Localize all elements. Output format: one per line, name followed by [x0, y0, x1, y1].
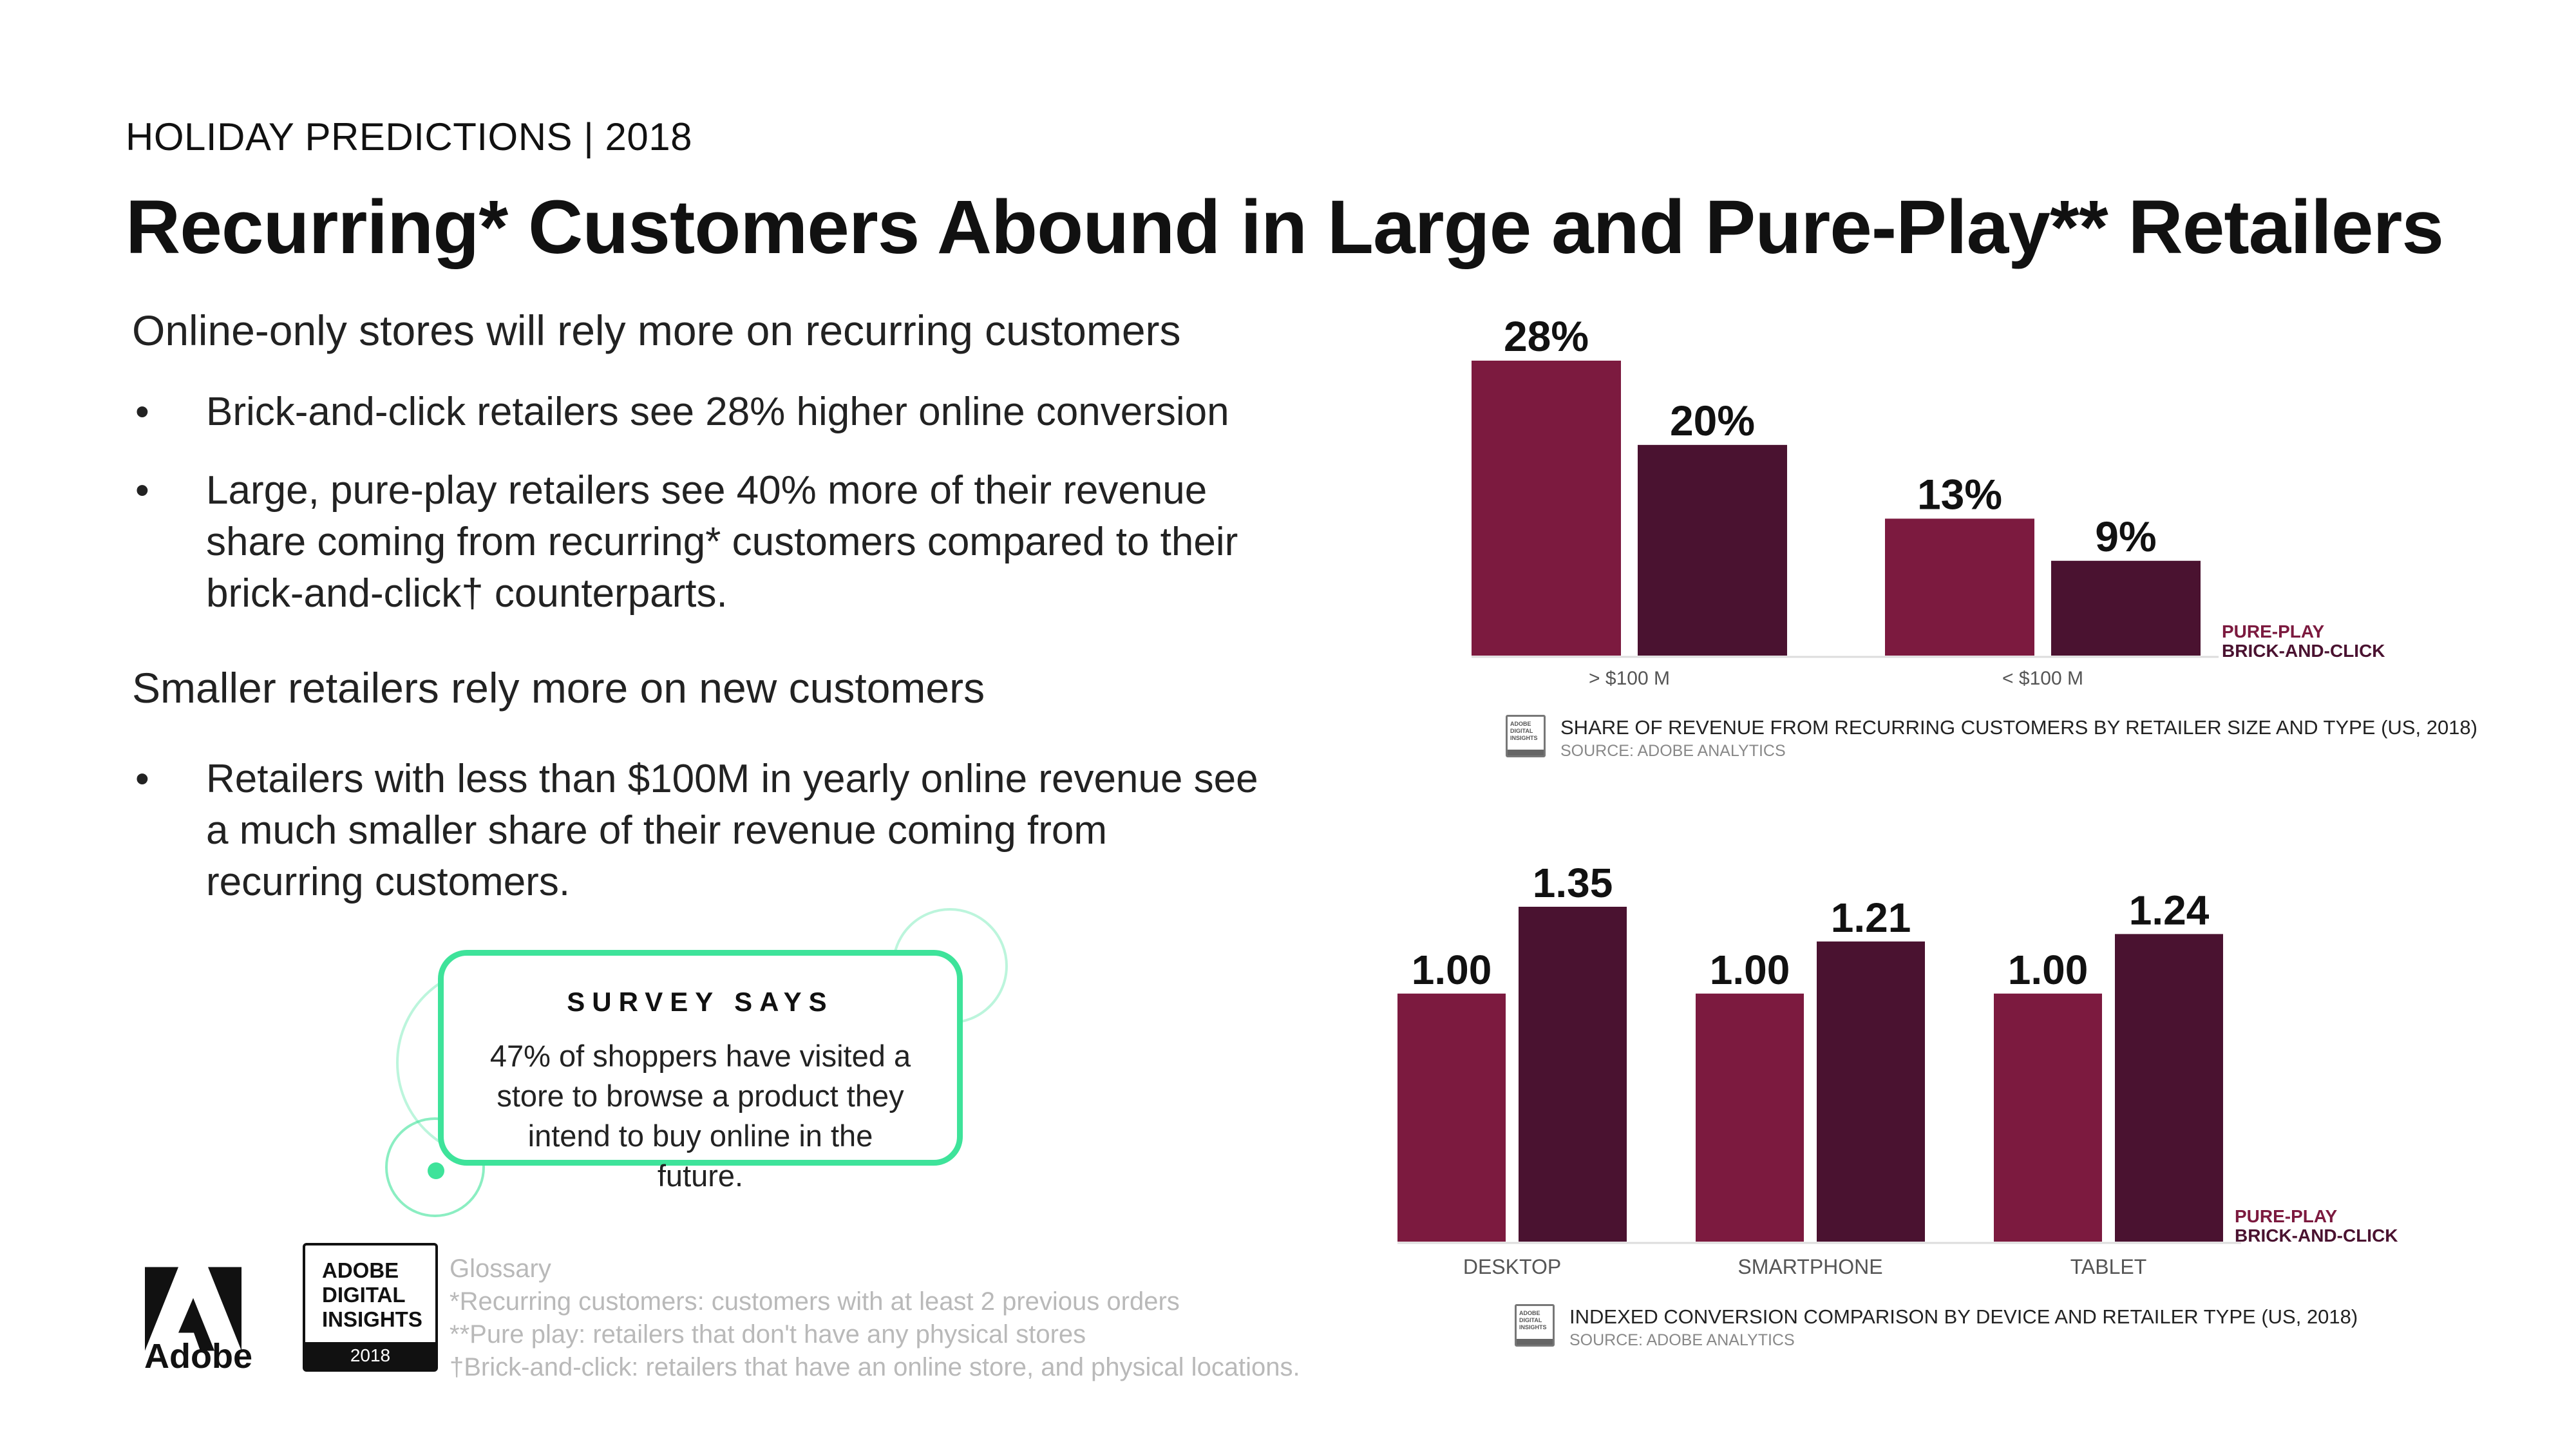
survey-callout: SURVEY SAYS 47% of shoppers have visited… — [438, 950, 963, 1193]
glossary-title: Glossary — [450, 1255, 551, 1283]
section-title-smaller-retailers: Smaller retailers rely more on new custo… — [132, 664, 985, 712]
adobe-digital-insights-badge: ADOBE DIGITAL INSIGHTS 2018 — [303, 1243, 438, 1372]
chart1-title: SHARE OF REVENUE FROM RECURRING CUSTOMER… — [1560, 716, 2477, 739]
badge-line: INSIGHTS — [322, 1307, 422, 1331]
badge-line: DIGITAL — [322, 1283, 406, 1307]
bar-brick-and-click-2 — [1817, 941, 1925, 1242]
chart2-caption: ADOBE DIGITAL INSIGHTS INDEXED CONVERSIO… — [1515, 1304, 2416, 1356]
adobe-wordmark: Adobe — [144, 1337, 252, 1376]
icon-line: INSIGHTS — [1519, 1324, 1547, 1331]
bar-brick-and-click-2 — [2051, 560, 2201, 656]
glossary-item: *Recurring customers: customers with at … — [450, 1287, 1180, 1316]
bullet-item: • Retailers with less than $100M in year… — [132, 753, 1259, 908]
bullet-text: Retailers with less than $100M in yearly… — [206, 757, 1258, 904]
data-label: 20% — [1670, 397, 1755, 444]
category-label: TABLET — [2070, 1255, 2147, 1278]
badge-line: ADOBE — [322, 1258, 399, 1282]
legend-pure-play: PURE-PLAY — [2222, 621, 2325, 641]
data-label: 1.00 — [1412, 947, 1492, 993]
data-label: 13% — [1917, 470, 2002, 518]
icon-line: DIGITAL — [1519, 1317, 1542, 1323]
bar-pure-play-3 — [1994, 993, 2102, 1242]
adobe-digital-insights-icon: ADOBE DIGITAL INSIGHTS — [1506, 715, 1546, 757]
chart1-caption: ADOBE DIGITAL INSIGHTS SHARE OF REVENUE … — [1506, 715, 2477, 766]
bullet-dot: • — [135, 468, 149, 513]
category-label: < $100 M — [2002, 668, 2083, 689]
bar-pure-play-2 — [1696, 993, 1804, 1242]
eyebrow-label: HOLIDAY PREDICTIONS | 2018 — [126, 115, 692, 158]
section-title-online-only: Online-only stores will rely more on rec… — [132, 307, 1181, 354]
badge-year: 2018 — [305, 1342, 435, 1369]
data-label: 1.21 — [1831, 895, 1911, 941]
glossary-item: †Brick-and-click: retailers that have an… — [450, 1353, 1300, 1381]
bullet-text: Large, pure-play retailers see 40% more … — [206, 468, 1238, 616]
bullet-item: • Large, pure-play retailers see 40% mor… — [132, 465, 1259, 620]
data-label: 28% — [1504, 312, 1589, 360]
bar-pure-play-1 — [1472, 361, 1621, 656]
bar-pure-play-2 — [1885, 518, 2034, 656]
bar-pure-play-1 — [1397, 993, 1506, 1242]
category-label: DESKTOP — [1463, 1255, 1561, 1278]
decorative-circle — [385, 1117, 485, 1217]
data-label: 1.35 — [1533, 860, 1613, 906]
legend-pure-play: PURE-PLAY — [2235, 1206, 2338, 1226]
data-label: 1.00 — [1710, 947, 1790, 993]
adobe-logo-icon — [145, 1267, 242, 1351]
chart2-title: INDEXED CONVERSION COMPARISON BY DEVICE … — [1569, 1305, 2358, 1328]
icon-line: INSIGHTS — [1510, 735, 1538, 741]
survey-title: SURVEY SAYS — [567, 987, 834, 1017]
bar-brick-and-click-1 — [1638, 444, 1787, 656]
adobe-digital-insights-icon: ADOBE DIGITAL INSIGHTS — [1515, 1304, 1555, 1347]
glossary-item: **Pure play: retailers that don't have a… — [450, 1320, 1086, 1349]
legend-brick-and-click: BRICK-AND-CLICK — [2235, 1226, 2398, 1245]
survey-body: 47% of shoppers have visited a store to … — [489, 1039, 911, 1193]
icon-line: ADOBE — [1510, 721, 1531, 727]
bullet-item: • Brick-and-click retailers see 28% high… — [132, 386, 1259, 438]
page-title: Recurring* Customers Abound in Large and… — [126, 185, 2444, 270]
category-label: SMARTPHONE — [1738, 1255, 1882, 1278]
bar-brick-and-click-1 — [1519, 907, 1627, 1242]
category-label: > $100 M — [1589, 668, 1670, 689]
decorative-dot — [428, 1162, 444, 1179]
legend-brick-and-click: BRICK-AND-CLICK — [2222, 641, 2385, 661]
data-label: 1.00 — [2008, 947, 2088, 993]
chart1-source: SOURCE: ADOBE ANALYTICS — [1560, 742, 1786, 760]
bar-brick-and-click-3 — [2115, 934, 2223, 1242]
bullet-dot: • — [135, 390, 149, 434]
icon-line: ADOBE — [1519, 1310, 1540, 1316]
glossary: Glossary *Recurring customers: customers… — [450, 1253, 1300, 1384]
data-label: 9% — [2095, 513, 2156, 560]
data-label: 1.24 — [2129, 887, 2210, 933]
chart2-source: SOURCE: ADOBE ANALYTICS — [1569, 1331, 1795, 1349]
bullet-text: Brick-and-click retailers see 28% higher… — [206, 390, 1229, 434]
bullet-dot: • — [135, 757, 149, 801]
icon-line: DIGITAL — [1510, 728, 1533, 734]
